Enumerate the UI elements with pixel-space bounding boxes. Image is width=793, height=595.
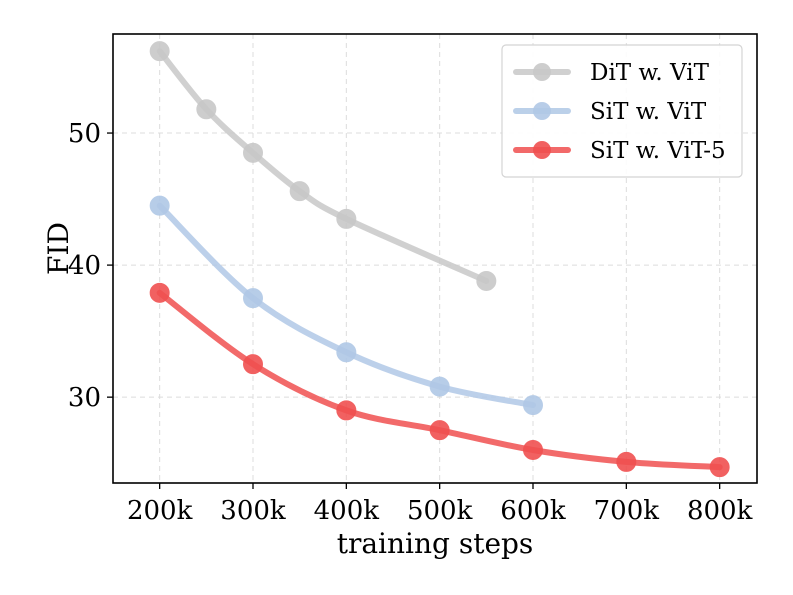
legend-item: DiT w. ViT (513, 60, 710, 86)
legend-box (501, 44, 743, 178)
y-tick-label: 50 (68, 119, 101, 149)
data-point (243, 354, 263, 375)
data-point (523, 395, 543, 416)
legend: DiT w. ViT SiT w. ViT SiT w. ViT-5 (501, 44, 743, 178)
data-point (336, 400, 357, 421)
data-point (149, 195, 170, 216)
series-1 (149, 41, 497, 291)
plot-frame (112, 33, 758, 484)
data-point (476, 270, 497, 291)
x-tick-label: 400k (314, 496, 380, 526)
x-axis-label: training steps (337, 527, 534, 560)
series-layer (149, 41, 730, 478)
y-axis-label: FID (42, 222, 75, 275)
series-2 (149, 195, 543, 416)
data-point (336, 208, 357, 229)
data-point (149, 41, 170, 62)
legend-item: SiT w. ViT-5 (513, 138, 726, 164)
legend-marker (533, 63, 551, 81)
y-tick-label: 40 (68, 251, 101, 281)
x-tick-label: 800k (687, 496, 753, 526)
x-tick-label: 200k (127, 496, 193, 526)
axis-ticks: 200k 300k 400k 500k 600k 700k 800k 30 40 50 (68, 119, 753, 526)
x-tick-label: 600k (500, 496, 566, 526)
legend-label: SiT w. ViT-5 (590, 138, 726, 164)
series-line (156, 48, 490, 284)
data-point (429, 376, 450, 397)
x-tick-label: 700k (594, 496, 660, 526)
data-point (336, 342, 357, 363)
data-point (243, 288, 263, 309)
legend-label: DiT w. ViT (590, 60, 710, 86)
data-point (196, 99, 217, 120)
legend-marker (533, 141, 551, 159)
data-point (243, 142, 263, 163)
data-point (289, 181, 310, 202)
data-point (149, 282, 170, 303)
data-point (429, 420, 450, 441)
series-3 (149, 282, 730, 478)
data-point (616, 451, 637, 472)
x-tick-label: 500k (407, 496, 473, 526)
x-tick-label: 300k (220, 496, 286, 526)
legend-marker (533, 102, 551, 120)
y-tick-label: 30 (68, 383, 101, 413)
data-point (709, 457, 730, 478)
data-point (523, 439, 543, 460)
legend-item: SiT w. ViT (513, 99, 707, 125)
legend-label: SiT w. ViT (590, 99, 707, 125)
